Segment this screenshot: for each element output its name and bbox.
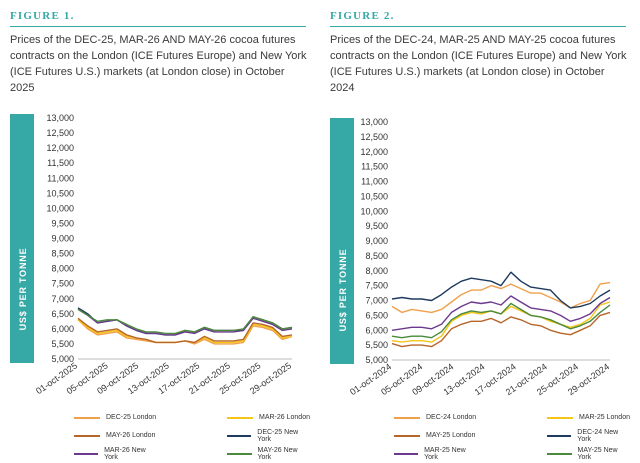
chart-figure-2: US$ PER TONNE 13,000 12,500 12,000 11,500 11,… — [330, 117, 611, 397]
legend-label: DEC-24 New York — [577, 428, 619, 443]
y-tick-label: 12,500 — [46, 128, 74, 138]
legend-swatch — [547, 452, 572, 455]
legend-swatch — [394, 416, 420, 419]
ylabel-bar — [330, 118, 354, 364]
series-line — [391, 311, 611, 348]
legend-item: MAR-25 New York — [324, 446, 477, 461]
legend-swatch — [547, 416, 573, 419]
legend-swatch — [74, 452, 99, 455]
y-tick-label: 9,500 — [51, 218, 74, 228]
legend-label: MAR-25 London — [579, 414, 630, 421]
series-line — [391, 295, 611, 331]
legend-swatch — [227, 434, 252, 437]
y-tick-label: 6,500 — [51, 309, 74, 319]
legend-label: MAY-26 New York — [257, 446, 298, 461]
series-line — [77, 308, 293, 335]
legend-item: MAY-26 London — [4, 430, 157, 441]
legend-swatch — [394, 452, 419, 455]
y-tick-label: 11,000 — [47, 173, 74, 183]
y-tick-label: 6,000 — [51, 324, 74, 334]
y-tick-label: 9,500 — [365, 221, 388, 231]
y-tick-label: 10,500 — [46, 188, 74, 198]
y-tick-label: 8,500 — [51, 249, 74, 259]
legend-label: MAY-25 New York — [577, 446, 618, 461]
y-tick-label: 11,000 — [361, 177, 388, 187]
legend-swatch — [394, 434, 420, 437]
series-line — [391, 271, 611, 309]
ylabel-bar — [10, 114, 34, 363]
legend-swatch — [227, 416, 253, 419]
figure-divider — [330, 26, 626, 27]
figure-2-panel: FIGURE 2. Prices of the DEC-24, MAR-25 A… — [320, 0, 630, 463]
legend-swatch — [547, 434, 572, 437]
legend-item: DEC-25 New York — [157, 428, 310, 443]
y-tick-label: 6,000 — [365, 325, 388, 335]
figure-divider — [10, 26, 306, 27]
legend-label: DEC-25 New York — [257, 428, 299, 443]
y-tick-label: 10,500 — [360, 191, 388, 201]
chart-title: Prices of the DEC-24, MAR-25 AND MAY-25 … — [330, 34, 627, 94]
y-axis-label: US$ PER TONNE — [338, 249, 348, 332]
figure-1-panel: FIGURE 1. Prices of the DEC-25, MAR-26 A… — [0, 0, 310, 463]
series-line — [391, 302, 611, 339]
y-tick-label: 9,000 — [51, 234, 74, 244]
figure-label: FIGURE 2. — [330, 10, 395, 22]
legend-item: MAY-26 New York — [157, 446, 310, 461]
y-tick-label: 5,500 — [51, 339, 74, 349]
chart-legend: DEC-25 London MAR-26 London MAY-26 London D… — [4, 412, 310, 462]
legend-swatch — [74, 434, 100, 437]
y-axis-label: US$ PER TONNE — [18, 248, 28, 331]
y-tick-label: 11,500 — [361, 162, 388, 172]
legend-swatch — [227, 452, 252, 455]
legend-label: MAY-25 London — [426, 432, 476, 439]
legend-label: DEC-24 London — [426, 414, 477, 421]
series-line — [77, 317, 293, 344]
y-tick-label: 13,000 — [360, 117, 388, 127]
y-tick-label: 6,500 — [365, 310, 388, 320]
legend-item: DEC-24 New York — [477, 428, 630, 443]
legend-label: MAR-26 New York — [104, 446, 146, 461]
figure-label: FIGURE 1. — [10, 10, 75, 22]
y-tick-label: 12,000 — [360, 147, 388, 157]
y-tick-label: 7,500 — [51, 279, 74, 289]
chart-figure-1: US$ PER TONNE 13,000 12,500 12,000 11,500 11,… — [10, 113, 293, 396]
legend-item: DEC-25 London — [4, 412, 157, 423]
legend-item: MAR-26 New York — [4, 446, 157, 461]
y-tick-label: 7,000 — [365, 296, 388, 306]
y-tick-label: 5,000 — [51, 354, 74, 364]
y-tick-label: 10,000 — [46, 203, 74, 213]
y-tick-label: 9,000 — [365, 236, 388, 246]
legend-label: DEC-25 London — [106, 414, 157, 421]
y-tick-label: 8,000 — [365, 266, 388, 276]
legend-label: MAR-26 London — [259, 414, 310, 421]
y-tick-label: 11,500 — [47, 158, 74, 168]
y-tick-label: 7,500 — [365, 281, 388, 291]
y-tick-label: 8,500 — [365, 251, 388, 261]
chart-title: Prices of the DEC-25, MAR-26 AND MAY-26 … — [10, 34, 307, 94]
y-tick-label: 5,500 — [365, 340, 388, 350]
y-tick-label: 7,000 — [51, 294, 74, 304]
chart-legend: DEC-24 London MAR-25 London MAY-25 London D… — [324, 412, 630, 462]
y-tick-label: 13,000 — [46, 113, 74, 123]
legend-item: MAR-25 London — [477, 412, 630, 423]
legend-item: DEC-24 London — [324, 412, 477, 423]
y-tick-label: 8,000 — [51, 264, 74, 274]
legend-item: MAY-25 London — [324, 430, 477, 441]
y-tick-label: 12,000 — [46, 143, 74, 153]
y-tick-label: 12,500 — [360, 132, 388, 142]
legend-item: MAR-26 London — [157, 412, 310, 423]
legend-label: MAR-25 New York — [424, 446, 466, 461]
y-tick-label: 5,000 — [365, 355, 388, 365]
legend-swatch — [74, 416, 100, 419]
legend-item: MAY-25 New York — [477, 446, 630, 461]
y-tick-label: 10,000 — [360, 206, 388, 216]
legend-label: MAY-26 London — [106, 432, 156, 439]
series-line — [391, 281, 611, 314]
